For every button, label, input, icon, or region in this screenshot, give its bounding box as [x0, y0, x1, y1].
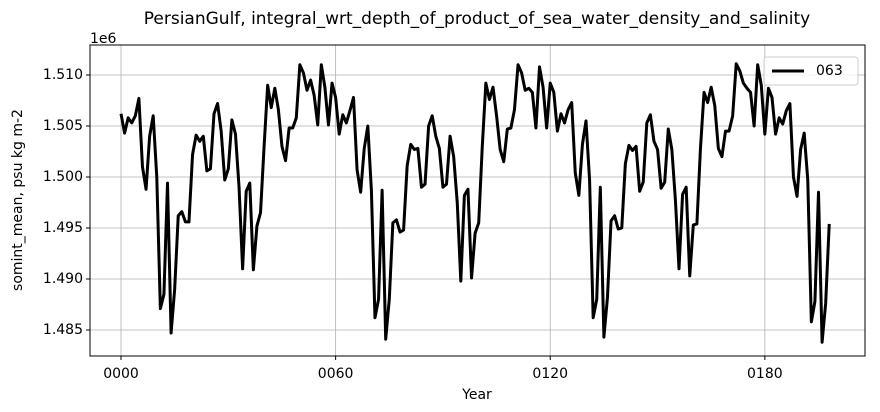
- legend: 063: [763, 56, 859, 86]
- x-tick-label: 0000: [103, 366, 139, 382]
- x-tick-label: 0180: [747, 366, 783, 382]
- y-tick-label: 1.500: [43, 169, 83, 185]
- legend-label: 063: [816, 63, 843, 79]
- legend-box: [763, 56, 859, 86]
- x-axis-label: Year: [461, 387, 492, 403]
- plot-frame: [89, 44, 866, 357]
- x-tick-label: 0060: [318, 366, 354, 382]
- y-tick-label: 1.495: [43, 220, 83, 236]
- y-tick-label: 1.510: [43, 67, 83, 83]
- chart-title: PersianGulf, integral_wrt_depth_of_produ…: [144, 9, 811, 29]
- x-tick-label: 0120: [532, 366, 568, 382]
- y-axis-label: somint_mean, psu kg m-2: [10, 109, 26, 291]
- y-tick-label: 1.505: [43, 118, 83, 134]
- y-tick-label: 1.490: [43, 271, 83, 287]
- y-tick-label: 1.485: [43, 322, 83, 338]
- data-line: [119, 62, 831, 344]
- y-offset-label: 1e6: [90, 31, 117, 47]
